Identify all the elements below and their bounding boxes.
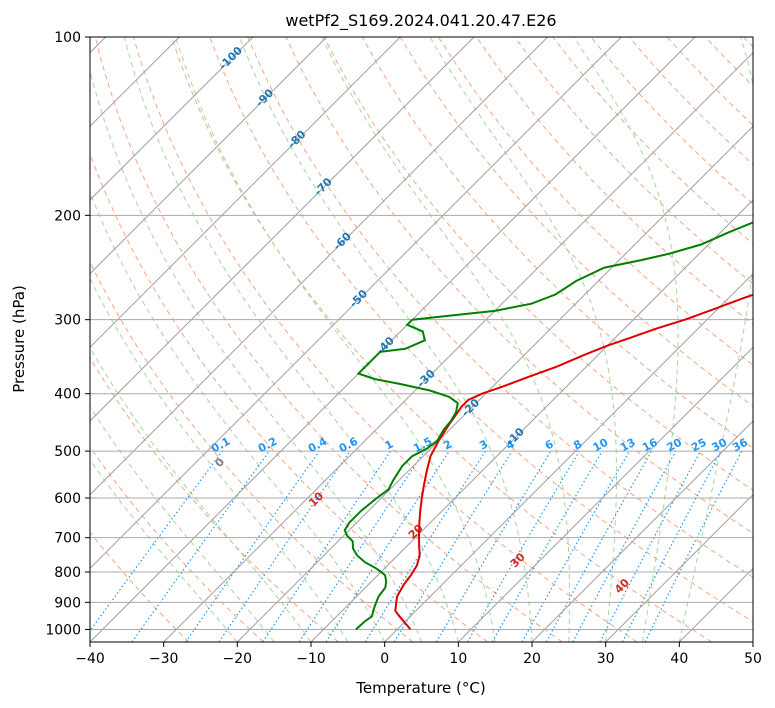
mixing-ratio-label: 25: [689, 436, 709, 455]
mixing-ratio-line: [393, 450, 513, 642]
moist-adiabat-line: [123, 37, 459, 642]
isotherm-line: [90, 37, 328, 275]
dry-adiabat-line: [90, 531, 190, 642]
x-tick-label: −20: [223, 651, 253, 667]
x-tick-label: 40: [670, 651, 688, 667]
y-axis-ticks: 1000 900 800 700 600 500 400 300 200 100: [45, 30, 90, 638]
x-tick-label: −30: [149, 651, 179, 667]
x-tick-label: −10: [296, 651, 326, 667]
y-tick-label: 200: [54, 208, 81, 224]
mixing-ratio-line: [262, 450, 392, 642]
mixing-ratio-line: [298, 450, 425, 642]
mixing-ratio-label: 16: [640, 436, 660, 455]
mixing-ratio-line: [644, 450, 743, 642]
isotherm-line: [457, 346, 753, 642]
mixing-ratio-line: [185, 450, 320, 642]
isotherm-line: [90, 37, 622, 570]
mixing-ratio-line: [545, 450, 653, 642]
moist-adiabat-line: [573, 37, 679, 642]
plot-frame: [89, 36, 754, 643]
dry-adiabat-line: [171, 37, 712, 642]
y-tick-label: 500: [54, 444, 81, 460]
dry-adiabat-line: [514, 37, 753, 285]
isotherm-line: [236, 125, 753, 642]
dry-adiabat-line: [399, 37, 753, 407]
y-tick-label: 600: [54, 491, 81, 507]
x-axis-ticks: −40 −30 −20 −10 0 10 20 30 40 50: [75, 642, 762, 667]
moist-adiabat-line: [90, 277, 349, 642]
dry-adiabat-line: [209, 37, 753, 623]
y-tick-label: 1000: [45, 622, 81, 638]
y-axis-label: Pressure (hPa): [10, 285, 28, 393]
dry-adiabat-line: [94, 37, 563, 642]
x-tick-label: 0: [380, 651, 389, 667]
dewpoint-profile-line: [343, 221, 753, 631]
mixing-ratio-lines: [90, 450, 743, 642]
moist-adiabats: [90, 37, 753, 642]
x-tick-label: 30: [597, 651, 615, 667]
mixing-ratio-line: [572, 450, 677, 642]
x-axis-label: Temperature (°C): [355, 679, 485, 697]
mixing-ratio-label: 30: [710, 436, 730, 455]
isotherms: [90, 37, 753, 642]
y-tick-label: 700: [54, 531, 81, 547]
dry-adiabat-line: [247, 37, 753, 578]
chart-title: wetPf2_S169.2024.041.20.47.E26: [285, 11, 556, 31]
moist-adiabat-line: [321, 37, 571, 642]
mixing-ratio-line: [521, 450, 631, 642]
x-tick-label: 50: [744, 651, 762, 667]
temperature-profile-line: [394, 293, 753, 631]
isotherm-line: [90, 37, 254, 201]
mixing-ratio-label: 13: [618, 436, 638, 455]
mixing-ratio-line: [131, 450, 270, 642]
isotherm-line: [163, 51, 753, 642]
dry-adiabat-line: [361, 37, 753, 449]
moist-adiabat-line: [90, 68, 422, 642]
y-tick-label: 300: [54, 313, 81, 329]
moist-adiabat-line: [175, 37, 496, 642]
moist-adiabat-line: [90, 458, 238, 642]
isotherm-line: [90, 37, 696, 642]
dry-adiabat-line: [132, 37, 638, 642]
mixing-ratio-label: 36: [730, 436, 750, 455]
x-tick-label: 20: [523, 651, 541, 667]
y-tick-label: 100: [54, 30, 81, 46]
dry-adiabats: [90, 37, 753, 642]
dry-adiabat-line: [90, 356, 339, 642]
y-tick-label: 900: [54, 595, 81, 611]
mixing-ratio-line: [218, 450, 351, 642]
y-tick-label: 400: [54, 387, 81, 403]
moist-adiabat-line: [90, 346, 312, 642]
moist-adiabat-line: [90, 405, 275, 642]
mixing-ratio-line: [325, 450, 450, 642]
x-tick-label: −40: [75, 651, 105, 667]
dry-adiabat-line: [90, 152, 488, 642]
isotherm-line: [310, 199, 753, 642]
isotherm-line: [90, 37, 475, 422]
dry-adiabat-line: [90, 446, 264, 642]
moist-adiabat-line: [90, 191, 386, 642]
isotherm-line: [90, 37, 401, 349]
isotherm-line: [384, 272, 753, 642]
isotherm-line: [90, 37, 549, 496]
isotherm-line: [605, 493, 753, 642]
moist-adiabat-line: [429, 37, 617, 642]
mixing-ratio-label: 20: [664, 436, 684, 455]
y-tick-label: 800: [54, 565, 81, 581]
x-tick-label: 10: [449, 651, 467, 667]
isotherm-line: [531, 420, 753, 642]
mixing-ratio-line: [90, 450, 223, 632]
moist-adiabat-line: [239, 37, 533, 642]
mixing-ratio-label: 10: [591, 436, 611, 455]
